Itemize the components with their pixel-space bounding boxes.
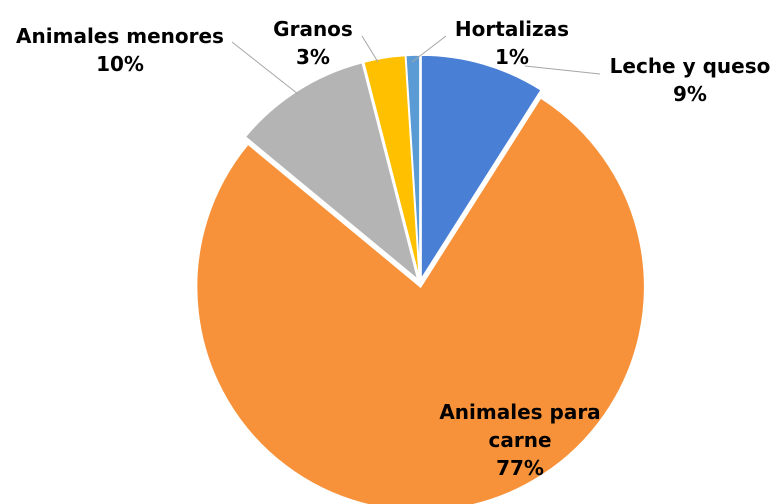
pie-slice: [420, 54, 543, 282]
leader-line: [524, 65, 601, 75]
pie-slice: [195, 96, 646, 504]
slice-value-label: 1%: [495, 45, 529, 69]
leader-line: [231, 41, 299, 95]
slice-label: Leche y queso: [609, 54, 771, 78]
slice-value-label: 10%: [96, 52, 144, 76]
slice-value-label: 77%: [496, 456, 544, 480]
slice-value-label: 9%: [673, 82, 707, 106]
pie-slice: [405, 54, 421, 280]
slice-label: Animales menores: [16, 24, 224, 48]
slice-value-label: 3%: [296, 45, 330, 69]
slice-label: Granos: [273, 17, 353, 41]
leader-line: [361, 35, 379, 63]
slice-label: Animales para carne: [439, 400, 601, 452]
pie-slice: [244, 61, 420, 282]
slice-label: Hortalizas: [454, 17, 570, 41]
leader-line: [411, 35, 447, 63]
